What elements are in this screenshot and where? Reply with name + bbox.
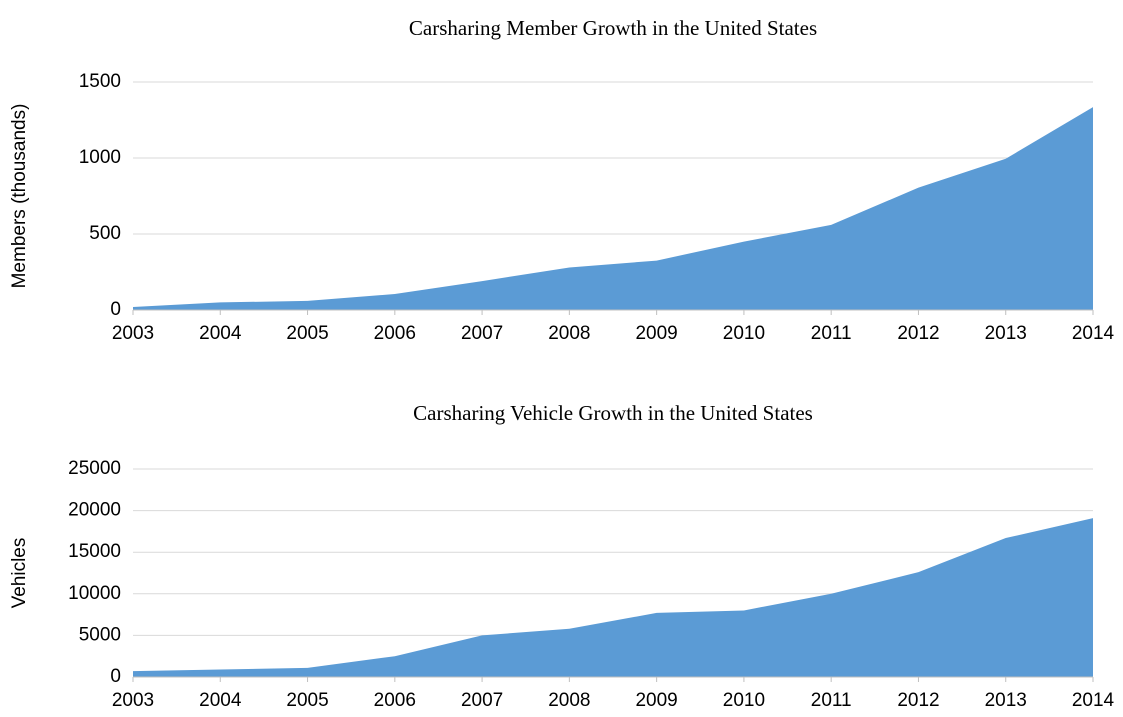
x-tick-label: 2013 — [985, 690, 1027, 711]
x-tick-label: 2008 — [548, 690, 590, 711]
y-axis-label: Vehicles — [9, 538, 30, 609]
x-tick-label: 2014 — [1072, 690, 1115, 711]
x-tick-label: 2009 — [635, 323, 677, 344]
x-tick-label: 2011 — [811, 323, 852, 344]
y-tick-label: 15000 — [68, 541, 121, 562]
x-tick-label: 2003 — [112, 690, 154, 711]
x-tick-label: 2004 — [199, 690, 242, 711]
y-tick-label: 1500 — [79, 71, 121, 92]
x-tick-label: 2010 — [723, 690, 765, 711]
x-tick-label: 2010 — [723, 323, 765, 344]
y-tick-label: 25000 — [68, 458, 121, 479]
x-tick-label: 2005 — [286, 690, 328, 711]
area — [133, 518, 1093, 677]
x-tick-label: 2005 — [286, 323, 328, 344]
y-axis-label: Members (thousands) — [9, 104, 30, 289]
x-tick-label: 2008 — [548, 323, 590, 344]
x-tick-label: 2003 — [112, 323, 154, 344]
y-tick-label: 10000 — [68, 583, 121, 604]
x-tick-label: 2006 — [374, 690, 416, 711]
x-tick-label: 2006 — [374, 323, 416, 344]
x-tick-label: 2014 — [1072, 323, 1115, 344]
y-tick-label: 5000 — [79, 624, 121, 645]
x-tick-label: 2007 — [461, 690, 503, 711]
chart-title: Carsharing Member Growth in the United S… — [409, 16, 817, 40]
x-tick-label: 2013 — [985, 323, 1027, 344]
x-tick-label: 2012 — [897, 323, 939, 344]
area — [133, 107, 1093, 310]
x-tick-label: 2011 — [811, 690, 852, 711]
y-tick-label: 500 — [89, 223, 121, 244]
x-tick-label: 2007 — [461, 323, 503, 344]
x-tick-label: 2012 — [897, 690, 939, 711]
chart-title: Carsharing Vehicle Growth in the United … — [413, 401, 813, 425]
y-tick-label: 20000 — [68, 500, 121, 521]
x-tick-label: 2004 — [199, 323, 242, 344]
y-tick-label: 0 — [110, 299, 121, 320]
y-tick-label: 0 — [110, 666, 121, 687]
x-tick-label: 2009 — [635, 690, 677, 711]
y-tick-label: 1000 — [79, 147, 121, 168]
